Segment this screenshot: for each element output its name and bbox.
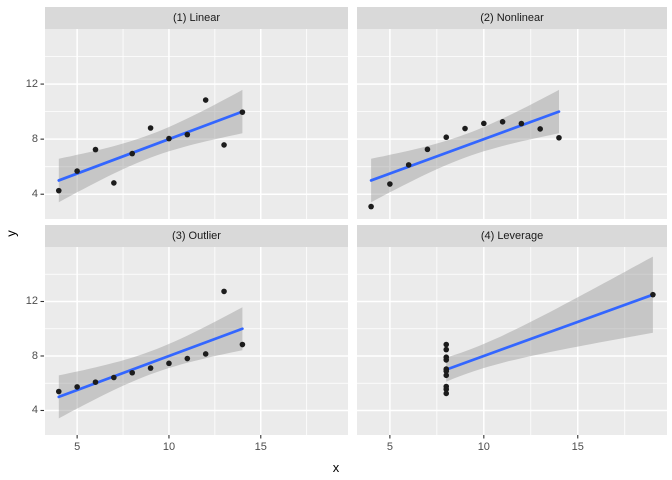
facet-strip-label: (3) Outlier	[172, 230, 221, 242]
y-tick-label: 8	[31, 133, 38, 146]
facet-strip-label: (2) Nonlinear	[480, 12, 544, 24]
x-tick-label: 15	[571, 441, 584, 453]
y-tick-label: 4	[31, 404, 38, 417]
x-tick-label: 10	[477, 441, 490, 453]
facet-strip-nonlinear: (2) Nonlinear	[357, 7, 667, 29]
facet-strip-label: (1) Linear	[172, 12, 221, 24]
facet-panel-leverage	[357, 247, 667, 435]
facet-panel-nonlinear	[357, 29, 667, 219]
y-tick-label: 12	[25, 295, 38, 308]
y-tick-label: 4	[31, 188, 38, 201]
facet-strip-outlier: (3) Outlier	[45, 225, 348, 247]
facet-strip-leverage: (4) Leverage	[357, 225, 667, 247]
x-tick-label: 15	[254, 441, 267, 453]
facet-strip-linear: (1) Linear	[45, 7, 348, 29]
x-tick-label: 5	[74, 441, 81, 453]
x-tick-label: 5	[386, 441, 393, 453]
y-tick-label: 12	[25, 78, 38, 91]
facet-strip-label: (4) Leverage	[480, 230, 544, 242]
y-tick-label: 8	[31, 349, 38, 362]
facet-panel-outlier	[45, 247, 348, 435]
x-tick-label: 10	[162, 441, 176, 453]
x-axis-title: x	[332, 460, 340, 475]
facet-panel-linear	[45, 29, 348, 219]
